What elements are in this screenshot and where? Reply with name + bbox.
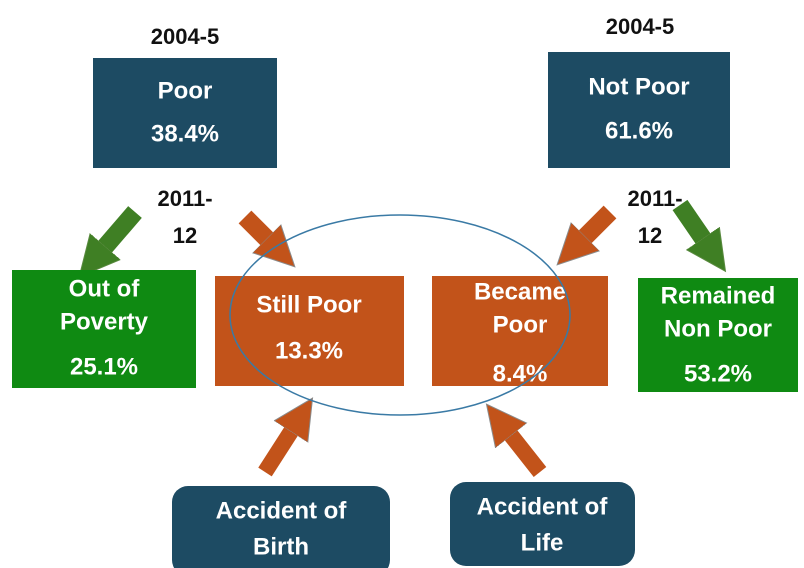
cause-label: Birth (253, 533, 309, 560)
year-label: 2004-5 (606, 14, 675, 39)
cause-label: Life (521, 529, 564, 556)
year-label: 12 (638, 223, 662, 248)
box-value: 61.6% (605, 117, 673, 144)
poor-box (93, 58, 277, 168)
not-poor-box (548, 52, 730, 168)
ellipse (229, 214, 571, 416)
outcome-value: 53.2% (684, 360, 752, 387)
year-label: 2011- (627, 186, 682, 211)
outcome-label: Out of (69, 275, 141, 302)
cause-box (450, 482, 635, 566)
cause-label: Accident of (216, 497, 348, 524)
outcome-label: Non Poor (664, 315, 772, 342)
outcome-label: Still Poor (256, 291, 361, 318)
outcome-value: 8.4% (493, 360, 548, 387)
outcome-box (432, 276, 608, 386)
arrow (510, 434, 547, 477)
cause-label: Accident of (477, 493, 609, 520)
outcome-box (215, 276, 404, 386)
outcome-box (12, 270, 196, 388)
cause-box (172, 486, 390, 568)
box-value: 38.4% (151, 120, 219, 147)
arrow (238, 210, 268, 240)
outcome-label: Poor (493, 311, 548, 338)
year-label: 12 (173, 223, 197, 248)
arrow (584, 205, 617, 238)
outcome-label: Poverty (60, 308, 149, 335)
outcome-value: 25.1% (70, 353, 138, 380)
arrow (672, 199, 704, 240)
year-label: 2011- (157, 186, 212, 211)
outcome-box (638, 278, 798, 392)
box-label: Not Poor (588, 73, 689, 100)
arrow (258, 430, 292, 477)
outcome-label: Became (474, 278, 566, 305)
box-label: Poor (158, 77, 213, 104)
outcome-label: Remained (661, 282, 776, 309)
arrow (104, 206, 142, 248)
year-label: 2004-5 (151, 24, 220, 49)
outcome-value: 13.3% (275, 337, 343, 364)
